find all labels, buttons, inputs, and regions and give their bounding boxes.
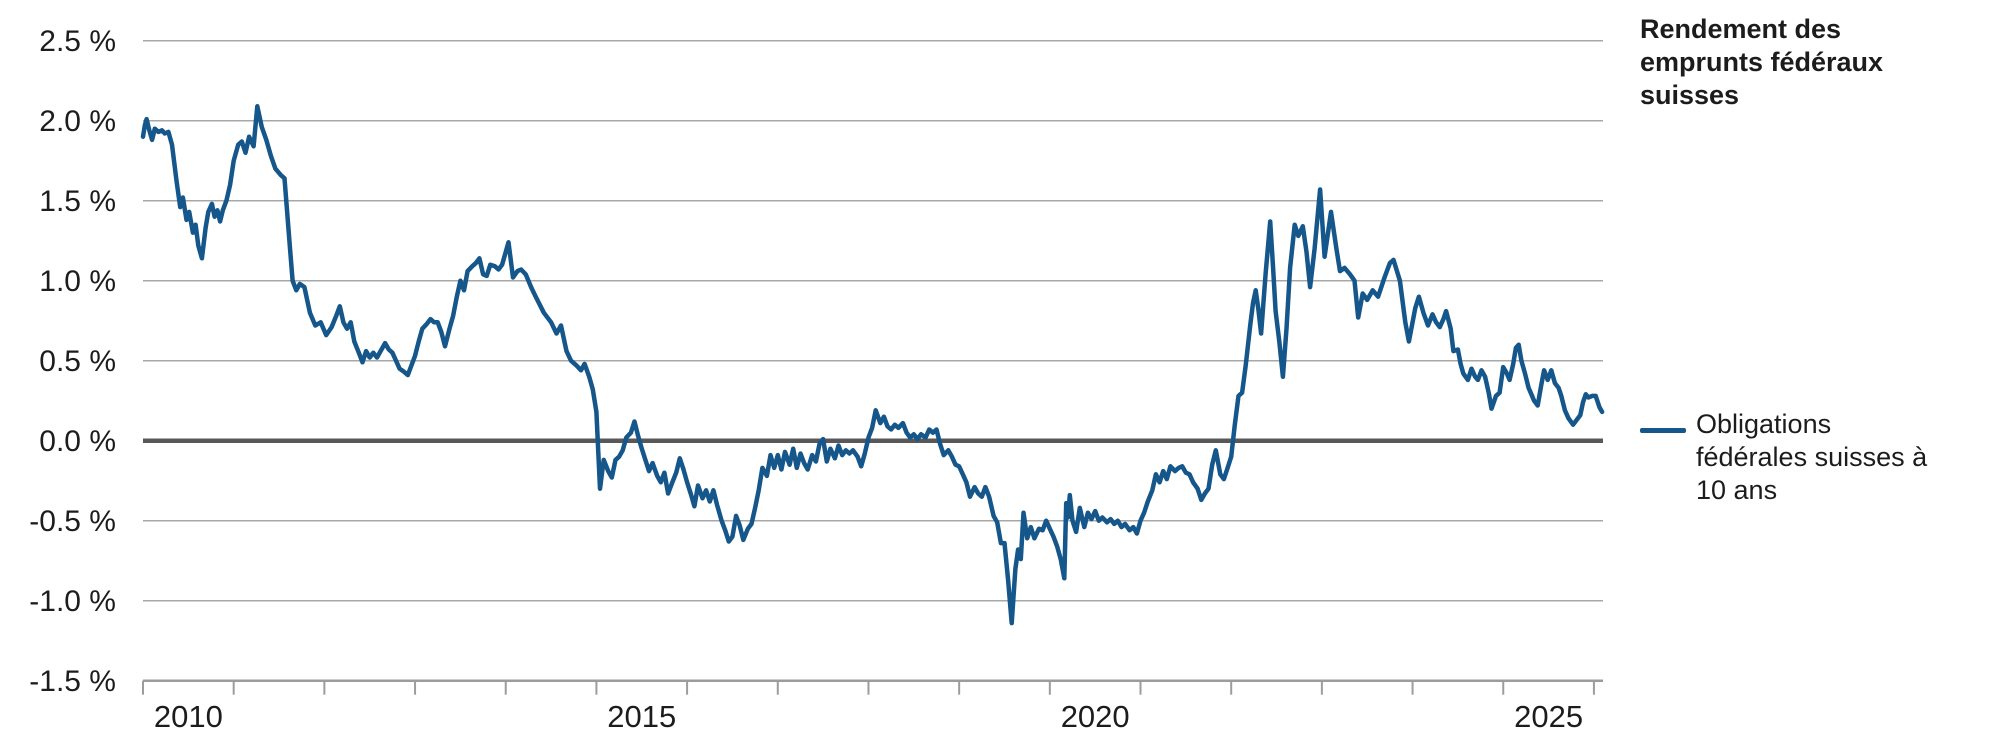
- y-tick-label: -1.0 %: [29, 585, 116, 618]
- y-tick-label: -1.5 %: [29, 665, 116, 698]
- x-tick-label: 2015: [607, 699, 676, 734]
- x-tick-label: 2025: [1514, 699, 1583, 734]
- legend: Obligations fédérales suisses à 10 ans: [1640, 408, 1946, 507]
- x-tick-label: 2020: [1061, 699, 1130, 734]
- legend-series-label: Obligations fédérales suisses à 10 ans: [1696, 409, 1928, 505]
- chart-title: Rendement des emprunts fédéraux suisses: [1640, 14, 1884, 110]
- y-tick-label: 0.0 %: [39, 425, 116, 458]
- y-tick-label: 2.5 %: [39, 25, 116, 58]
- yield-series-line: [140, 104, 1605, 626]
- y-tick-label: -0.5 %: [29, 505, 116, 538]
- y-tick-label: 0.5 %: [39, 345, 116, 378]
- y-tick-label: 2.0 %: [39, 105, 116, 138]
- legend-line-swatch: [1640, 428, 1686, 433]
- y-tick-label: 1.0 %: [39, 265, 116, 298]
- y-tick-label: 1.5 %: [39, 185, 116, 218]
- x-tick-label: 2010: [154, 699, 223, 734]
